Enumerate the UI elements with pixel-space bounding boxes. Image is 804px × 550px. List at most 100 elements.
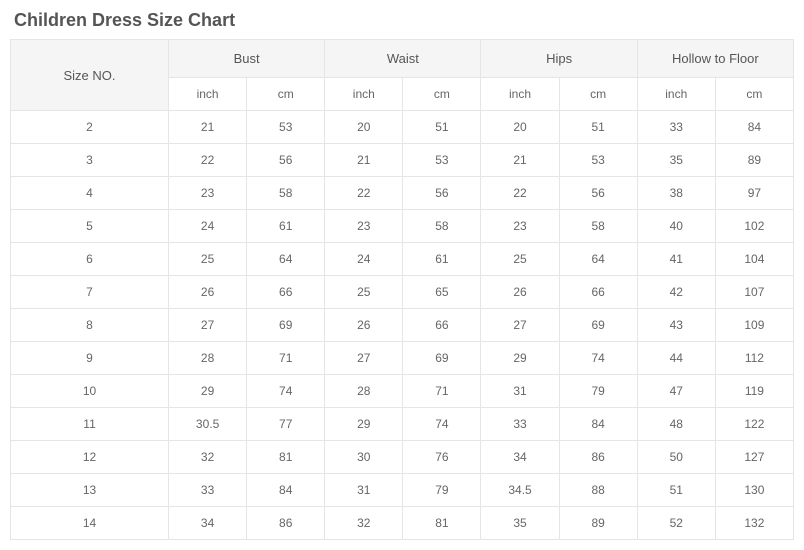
cell-size: 8	[11, 309, 169, 342]
header-hips: Hips	[481, 40, 637, 78]
cell-waist_cm: 56	[403, 177, 481, 210]
cell-hips_in: 34	[481, 441, 559, 474]
cell-bust_in: 30.5	[169, 408, 247, 441]
table-row: 32256215321533589	[11, 144, 794, 177]
cell-waist_in: 30	[325, 441, 403, 474]
cell-hips_cm: 84	[559, 408, 637, 441]
cell-waist_cm: 53	[403, 144, 481, 177]
cell-bust_in: 32	[169, 441, 247, 474]
cell-size: 2	[11, 111, 169, 144]
cell-hollow_cm: 132	[715, 507, 793, 540]
cell-hips_cm: 64	[559, 243, 637, 276]
cell-hips_cm: 69	[559, 309, 637, 342]
cell-bust_in: 28	[169, 342, 247, 375]
cell-size: 10	[11, 375, 169, 408]
subheader-hollow-inch: inch	[637, 78, 715, 111]
cell-hollow_cm: 130	[715, 474, 793, 507]
cell-hips_in: 21	[481, 144, 559, 177]
cell-hips_cm: 86	[559, 441, 637, 474]
cell-waist_cm: 71	[403, 375, 481, 408]
cell-waist_in: 32	[325, 507, 403, 540]
cell-bust_cm: 56	[247, 144, 325, 177]
cell-waist_in: 23	[325, 210, 403, 243]
cell-waist_in: 27	[325, 342, 403, 375]
cell-bust_in: 23	[169, 177, 247, 210]
cell-hollow_cm: 89	[715, 144, 793, 177]
cell-hips_cm: 88	[559, 474, 637, 507]
header-hollow: Hollow to Floor	[637, 40, 793, 78]
cell-hips_in: 29	[481, 342, 559, 375]
cell-bust_cm: 61	[247, 210, 325, 243]
cell-hollow_cm: 127	[715, 441, 793, 474]
cell-hollow_in: 50	[637, 441, 715, 474]
cell-bust_in: 27	[169, 309, 247, 342]
table-row: 928712769297444112	[11, 342, 794, 375]
cell-waist_in: 25	[325, 276, 403, 309]
cell-hips_in: 31	[481, 375, 559, 408]
table-row: 1232813076348650127	[11, 441, 794, 474]
chart-title: Children Dress Size Chart	[10, 10, 794, 31]
cell-hollow_cm: 97	[715, 177, 793, 210]
cell-waist_in: 24	[325, 243, 403, 276]
cell-hips_in: 33	[481, 408, 559, 441]
cell-size: 14	[11, 507, 169, 540]
table-row: 42358225622563897	[11, 177, 794, 210]
cell-waist_cm: 51	[403, 111, 481, 144]
cell-hips_in: 35	[481, 507, 559, 540]
cell-bust_cm: 58	[247, 177, 325, 210]
cell-size: 11	[11, 408, 169, 441]
cell-bust_cm: 66	[247, 276, 325, 309]
cell-hips_in: 20	[481, 111, 559, 144]
cell-waist_cm: 58	[403, 210, 481, 243]
cell-hollow_in: 40	[637, 210, 715, 243]
cell-bust_in: 34	[169, 507, 247, 540]
cell-size: 13	[11, 474, 169, 507]
cell-hips_cm: 51	[559, 111, 637, 144]
cell-bust_cm: 84	[247, 474, 325, 507]
header-waist: Waist	[325, 40, 481, 78]
cell-waist_in: 22	[325, 177, 403, 210]
cell-hollow_cm: 102	[715, 210, 793, 243]
header-bust: Bust	[169, 40, 325, 78]
cell-hollow_cm: 112	[715, 342, 793, 375]
table-row: 22153205120513384	[11, 111, 794, 144]
cell-size: 7	[11, 276, 169, 309]
cell-waist_in: 29	[325, 408, 403, 441]
table-row: 1130.5772974338448122	[11, 408, 794, 441]
cell-size: 9	[11, 342, 169, 375]
cell-waist_cm: 61	[403, 243, 481, 276]
cell-hollow_cm: 84	[715, 111, 793, 144]
cell-waist_in: 31	[325, 474, 403, 507]
cell-hollow_cm: 104	[715, 243, 793, 276]
subheader-waist-cm: cm	[403, 78, 481, 111]
header-size: Size NO.	[11, 40, 169, 111]
table-header-row: Size NO. Bust Waist Hips Hollow to Floor	[11, 40, 794, 78]
cell-hips_in: 34.5	[481, 474, 559, 507]
cell-waist_cm: 76	[403, 441, 481, 474]
cell-hollow_in: 48	[637, 408, 715, 441]
cell-bust_cm: 81	[247, 441, 325, 474]
cell-waist_cm: 69	[403, 342, 481, 375]
cell-size: 4	[11, 177, 169, 210]
cell-bust_in: 24	[169, 210, 247, 243]
cell-hips_in: 26	[481, 276, 559, 309]
cell-hips_in: 22	[481, 177, 559, 210]
cell-bust_in: 22	[169, 144, 247, 177]
subheader-bust-inch: inch	[169, 78, 247, 111]
cell-hips_cm: 89	[559, 507, 637, 540]
cell-waist_in: 26	[325, 309, 403, 342]
table-row: 133384317934.58851130	[11, 474, 794, 507]
cell-waist_cm: 79	[403, 474, 481, 507]
cell-hollow_in: 38	[637, 177, 715, 210]
cell-waist_in: 20	[325, 111, 403, 144]
cell-bust_cm: 86	[247, 507, 325, 540]
cell-hips_cm: 53	[559, 144, 637, 177]
cell-bust_cm: 74	[247, 375, 325, 408]
cell-hollow_in: 33	[637, 111, 715, 144]
cell-waist_cm: 65	[403, 276, 481, 309]
cell-bust_in: 21	[169, 111, 247, 144]
table-body: 2215320512051338432256215321533589423582…	[11, 111, 794, 540]
subheader-hollow-cm: cm	[715, 78, 793, 111]
cell-bust_cm: 64	[247, 243, 325, 276]
subheader-hips-inch: inch	[481, 78, 559, 111]
